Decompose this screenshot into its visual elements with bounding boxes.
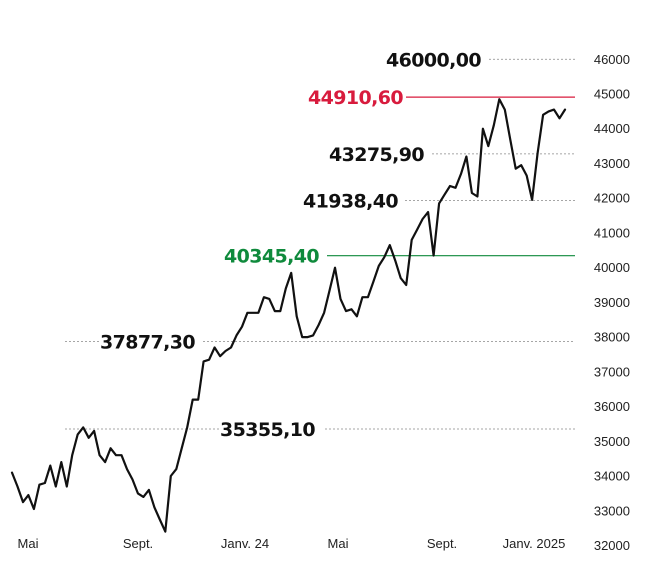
y-tick-label: 34000 <box>594 469 630 484</box>
y-axis-ticks: 32000 33000 34000 35000 36000 37000 38000 39000… <box>594 52 630 553</box>
x-tick-label: Janv. 24 <box>221 536 269 551</box>
reference-line-label: 44910,60 <box>308 87 403 109</box>
y-tick-label: 37000 <box>594 364 630 379</box>
reference-line-label: 41938,40 <box>303 190 398 212</box>
reference-line-label: 37877,30 <box>100 331 195 353</box>
y-tick-label: 46000 <box>594 52 630 67</box>
x-tick-label: Sept. <box>123 536 153 551</box>
x-tick-label: Mai <box>18 536 39 551</box>
y-tick-label: 35000 <box>594 434 630 449</box>
price-series-line <box>10 98 567 533</box>
y-tick-label: 44000 <box>594 121 630 136</box>
reference-line-label: 40345,40 <box>224 246 319 268</box>
y-tick-label: 38000 <box>594 330 630 345</box>
y-tick-label: 43000 <box>594 156 630 171</box>
y-tick-label: 33000 <box>594 503 630 518</box>
reference-lines: 46000,00 44910,60 43275,90 41938,40 40345,40… <box>65 49 575 441</box>
y-tick-label: 32000 <box>594 538 630 553</box>
y-tick-label: 41000 <box>594 225 630 240</box>
y-tick-label: 45000 <box>594 87 630 102</box>
y-tick-label: 39000 <box>594 295 630 310</box>
x-tick-label: Mai <box>328 536 349 551</box>
x-tick-label: Sept. <box>427 536 457 551</box>
y-tick-label: 42000 <box>594 191 630 206</box>
x-tick-label: Janv. 2025 <box>503 536 566 551</box>
reference-line-label: 46000,00 <box>386 49 481 71</box>
reference-line-label: 43275,90 <box>329 144 424 166</box>
series-group <box>10 98 567 533</box>
y-tick-label: 40000 <box>594 260 630 275</box>
reference-line-label: 35355,10 <box>220 419 315 441</box>
x-axis-ticks: Mai Sept. Janv. 24 Mai Sept. Janv. 2025 <box>18 536 566 551</box>
y-tick-label: 36000 <box>594 399 630 414</box>
